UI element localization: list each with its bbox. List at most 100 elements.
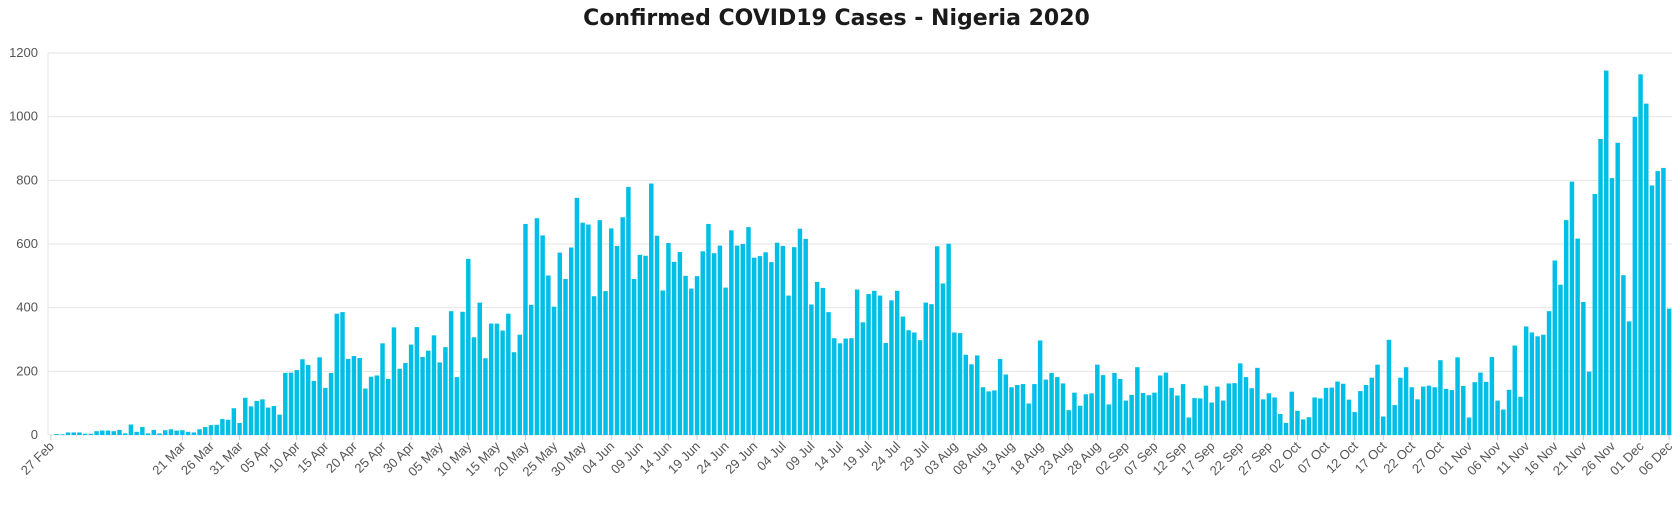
bar (1466, 417, 1472, 435)
bar (1260, 399, 1266, 435)
bar (814, 281, 820, 435)
bar (288, 372, 294, 435)
bar (677, 251, 683, 435)
bar (1409, 387, 1415, 435)
bar (311, 380, 317, 435)
bar (477, 302, 482, 435)
x-tick-label: 27 Feb (18, 439, 57, 478)
bar (443, 347, 448, 435)
bar (1432, 387, 1437, 435)
bar (517, 334, 522, 435)
bar (586, 224, 591, 435)
bar (1003, 374, 1009, 435)
bar (1358, 391, 1363, 435)
bar (248, 406, 254, 435)
bar (952, 332, 957, 435)
bar (1049, 372, 1054, 435)
bar (71, 432, 76, 435)
bar (117, 429, 122, 435)
bar (1563, 220, 1569, 435)
bar (1592, 194, 1598, 435)
bar (1169, 387, 1174, 435)
bar (243, 397, 248, 435)
bar (305, 364, 311, 435)
bar (100, 430, 105, 435)
bar (1363, 385, 1369, 435)
bar (969, 364, 974, 435)
bar (1392, 405, 1397, 435)
bar (386, 378, 391, 435)
bar (700, 251, 705, 435)
bar (1335, 381, 1340, 435)
bar (1077, 405, 1083, 435)
bar (820, 287, 826, 435)
bar (974, 355, 980, 435)
bar (340, 312, 345, 435)
bar (488, 323, 494, 435)
x-tick-label: 10 Apr (266, 438, 304, 476)
bar (82, 433, 88, 435)
bar (88, 433, 94, 435)
bars-layer (54, 70, 1672, 436)
bar (1398, 377, 1403, 435)
bar (643, 255, 648, 435)
x-tick-label: 05 Apr (237, 438, 275, 476)
bar (1495, 400, 1500, 435)
bar (649, 183, 654, 435)
bar (614, 245, 620, 435)
bar (832, 338, 837, 435)
bar (1226, 383, 1232, 435)
bar (1512, 345, 1517, 435)
bar (1043, 379, 1049, 435)
bar (1020, 384, 1026, 435)
bar (929, 304, 934, 435)
bar (551, 306, 557, 435)
bar (849, 338, 854, 435)
bar (180, 430, 185, 435)
bar (351, 356, 357, 435)
bar (1255, 367, 1260, 435)
bar (786, 295, 791, 435)
bar (134, 431, 139, 435)
bar (1203, 385, 1209, 435)
bar (511, 352, 517, 435)
bar (403, 363, 408, 435)
bar (689, 288, 694, 435)
bar (1300, 419, 1306, 435)
bar (1318, 398, 1323, 435)
bar (408, 344, 414, 435)
bar (1644, 103, 1649, 436)
x-tick-label: 09 Jul (782, 438, 817, 473)
bar (1626, 321, 1632, 435)
bar (174, 430, 179, 435)
bar (1375, 364, 1380, 435)
bar (1604, 70, 1609, 435)
bar (597, 220, 603, 435)
bar (1426, 385, 1432, 435)
bar (568, 247, 574, 435)
bar (65, 432, 71, 435)
y-tick-label: 400 (16, 300, 38, 315)
bar (934, 246, 940, 435)
bar (162, 430, 168, 435)
bar (1581, 301, 1586, 435)
bar (260, 399, 265, 435)
bar (986, 391, 991, 435)
bar (1289, 391, 1294, 435)
x-tick-label: 31 Mar (206, 438, 246, 478)
bar (866, 293, 871, 435)
bar (191, 432, 197, 435)
chart-title: Confirmed COVID19 Cases - Nigeria 2020 (583, 6, 1090, 31)
bar (671, 261, 677, 435)
bar (1220, 400, 1226, 435)
bar (1032, 384, 1037, 435)
bar (1455, 357, 1460, 435)
bar (431, 335, 437, 435)
bar (528, 304, 534, 435)
bar (466, 258, 471, 435)
bar (900, 316, 906, 435)
bar (1117, 378, 1123, 435)
bar (357, 357, 362, 435)
bar (231, 408, 237, 435)
